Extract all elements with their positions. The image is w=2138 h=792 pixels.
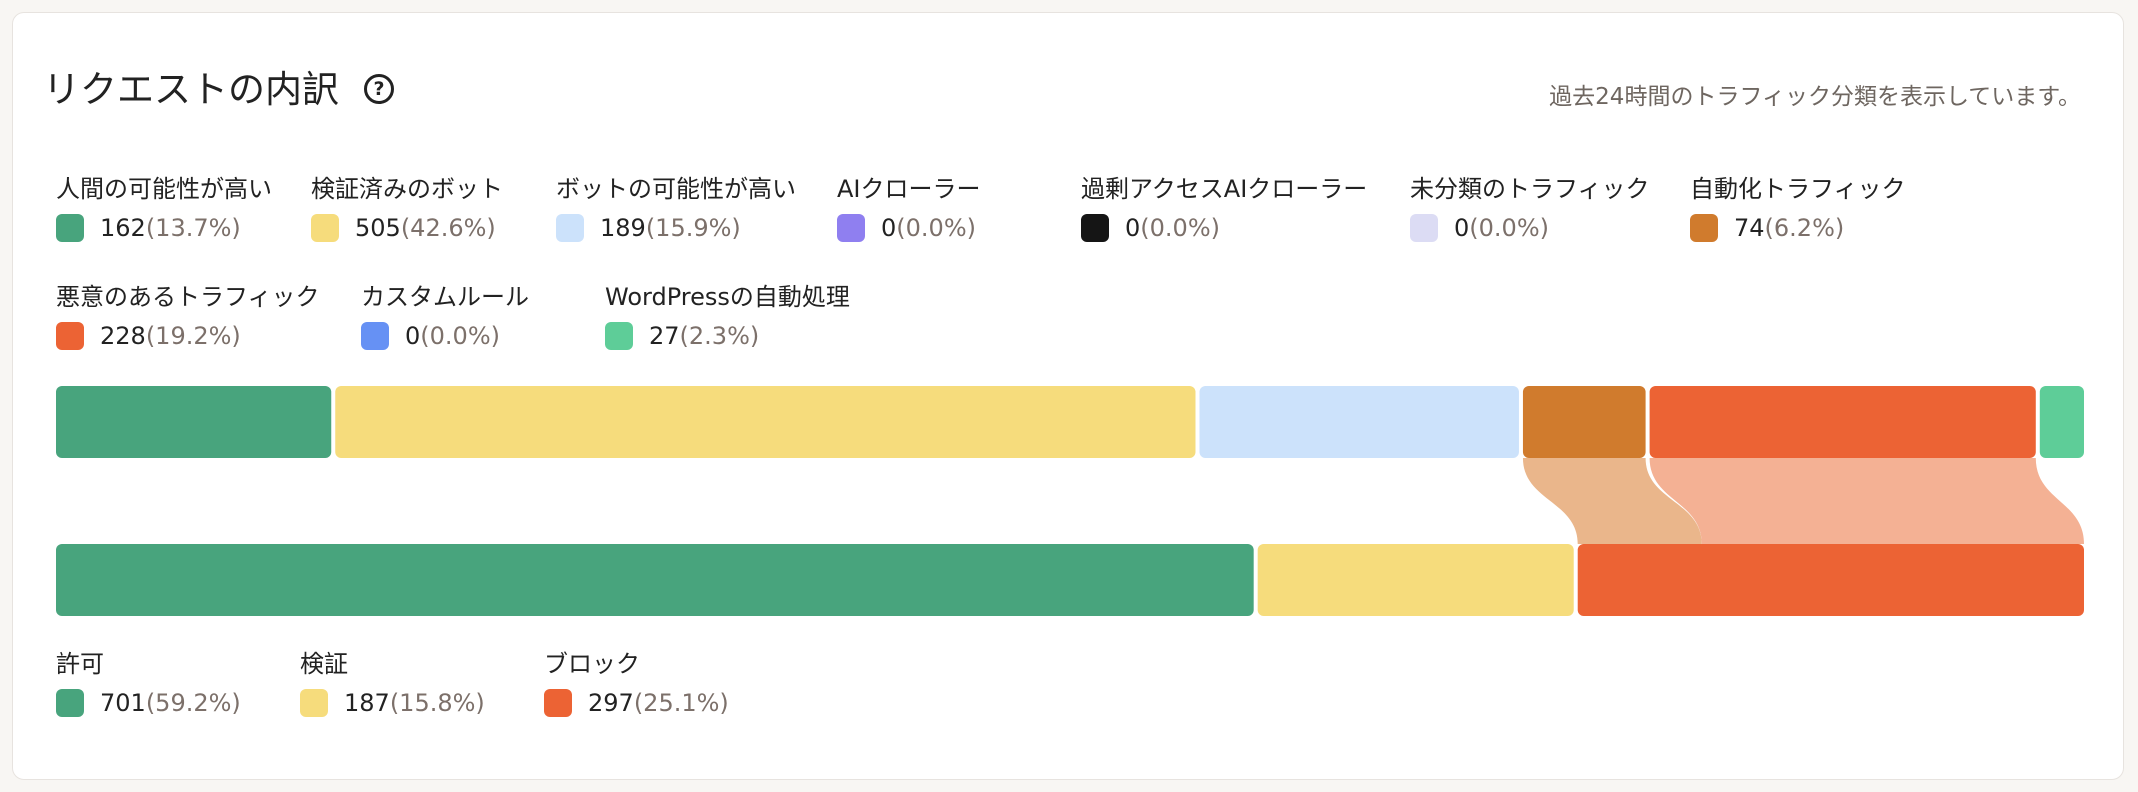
legend-label: 過剰アクセスAIクローラー (1081, 175, 1368, 203)
legend-count: 0 (1125, 214, 1141, 242)
legend-swatch (1410, 214, 1438, 242)
bar-segment-source (1649, 386, 2036, 458)
legend-percent: (6.2%) (1764, 214, 1845, 242)
legend-count: 228 (100, 322, 146, 350)
legend-label: 人間の可能性が高い (56, 175, 272, 203)
page-title: リクエストの内訳 (43, 68, 339, 111)
legend-label: WordPressの自動処理 (605, 283, 850, 311)
legend-label: 自動化トラフィック (1690, 175, 1906, 203)
bar-segment-source (2039, 386, 2084, 458)
legend-percent: (0.0%) (1140, 214, 1220, 242)
legend-item-wordpress-auto: WordPressの自動処理 27 (2.3%) (605, 282, 850, 350)
legend-label: 許可 (56, 650, 104, 678)
legend-percent: (42.6%) (400, 214, 496, 242)
legend-count: 0 (405, 322, 421, 350)
legend-swatch (1690, 214, 1718, 242)
bar-segment-target (56, 544, 1254, 616)
legend-count: 189 (600, 214, 646, 242)
legend-item-excessive-ai-crawler: 過剰アクセスAIクローラー 0 (0.0%) (1081, 174, 1367, 242)
flow-band (1649, 458, 2084, 544)
question-circle-icon[interactable]: ? (364, 74, 394, 104)
legend-count: 74 (1734, 214, 1765, 242)
bar-segment-source (1199, 386, 1519, 458)
bar-segment-source (335, 386, 1196, 458)
legend-count: 27 (649, 322, 680, 350)
legend-count: 701 (100, 689, 146, 717)
legend-count: 162 (100, 214, 146, 242)
legend-label: AIクローラー (837, 175, 981, 203)
legend-item-unclassified: 未分類のトラフィック 0 (0.0%) (1410, 174, 1650, 242)
legend-percent: (2.3%) (679, 322, 760, 350)
flow-band (1522, 458, 1702, 544)
bar-segment-source (56, 386, 332, 458)
legend-swatch (556, 214, 584, 242)
legend-label: 検証済みのボット (311, 175, 503, 203)
bar-segment-target (1577, 544, 2084, 616)
legend-percent: (0.0%) (896, 214, 976, 242)
legend-percent: (0.0%) (420, 322, 500, 350)
legend-item-automated: 自動化トラフィック 74 (6.2%) (1690, 174, 1906, 242)
legend-percent: (19.2%) (145, 322, 241, 350)
legend-count: 505 (355, 214, 401, 242)
legend-swatch (544, 689, 572, 717)
legend-percent: (13.7%) (145, 214, 241, 242)
legend-count: 187 (344, 689, 390, 717)
legend-item-malicious: 悪意のあるトラフィック 228 (19.2%) (56, 282, 320, 350)
legend-swatch (605, 322, 633, 350)
legend-item-likely-bot: ボットの可能性が高い 189 (15.9%) (556, 174, 796, 242)
legend-label: ブロック (544, 650, 640, 678)
legend-swatch (56, 689, 84, 717)
legend-item-allow: 許可 701 (59.2%) (56, 649, 241, 717)
bar-segment-source (1522, 386, 1646, 458)
legend-label: カスタムルール (361, 283, 529, 311)
legend-count: 0 (881, 214, 897, 242)
subtitle: 過去24時間のトラフィック分類を表示しています。 (1549, 84, 2081, 110)
legend-percent: (0.0%) (1469, 214, 1549, 242)
legend-percent: (15.8%) (389, 689, 485, 717)
legend-percent: (59.2%) (145, 689, 241, 717)
legend-item-custom-rules: カスタムルール 0 (0.0%) (361, 282, 529, 350)
bar-segment-target (1257, 544, 1574, 616)
legend-count: 0 (1454, 214, 1470, 242)
legend-swatch (56, 214, 84, 242)
legend-swatch (300, 689, 328, 717)
legend-label: 悪意のあるトラフィック (56, 283, 320, 311)
legend-item-challenge: 検証 187 (15.8%) (300, 649, 485, 717)
legend-label: ボットの可能性が高い (556, 175, 796, 203)
legend-item-block: ブロック 297 (25.1%) (544, 649, 729, 717)
legend-percent: (25.1%) (633, 689, 729, 717)
legend-label: 未分類のトラフィック (1410, 175, 1650, 203)
legend-item-ai-crawler: AIクローラー 0 (0.0%) (837, 174, 981, 242)
legend-label: 検証 (300, 650, 348, 678)
legend-item-verified-bots: 検証済みのボット 505 (42.6%) (311, 174, 503, 242)
legend-swatch (361, 322, 389, 350)
legend-percent: (15.9%) (645, 214, 741, 242)
legend-count: 297 (588, 689, 634, 717)
legend-item-likely-human: 人間の可能性が高い 162 (13.7%) (56, 174, 272, 242)
legend-swatch (56, 322, 84, 350)
legend-swatch (837, 214, 865, 242)
legend-swatch (1081, 214, 1109, 242)
legend-swatch (311, 214, 339, 242)
